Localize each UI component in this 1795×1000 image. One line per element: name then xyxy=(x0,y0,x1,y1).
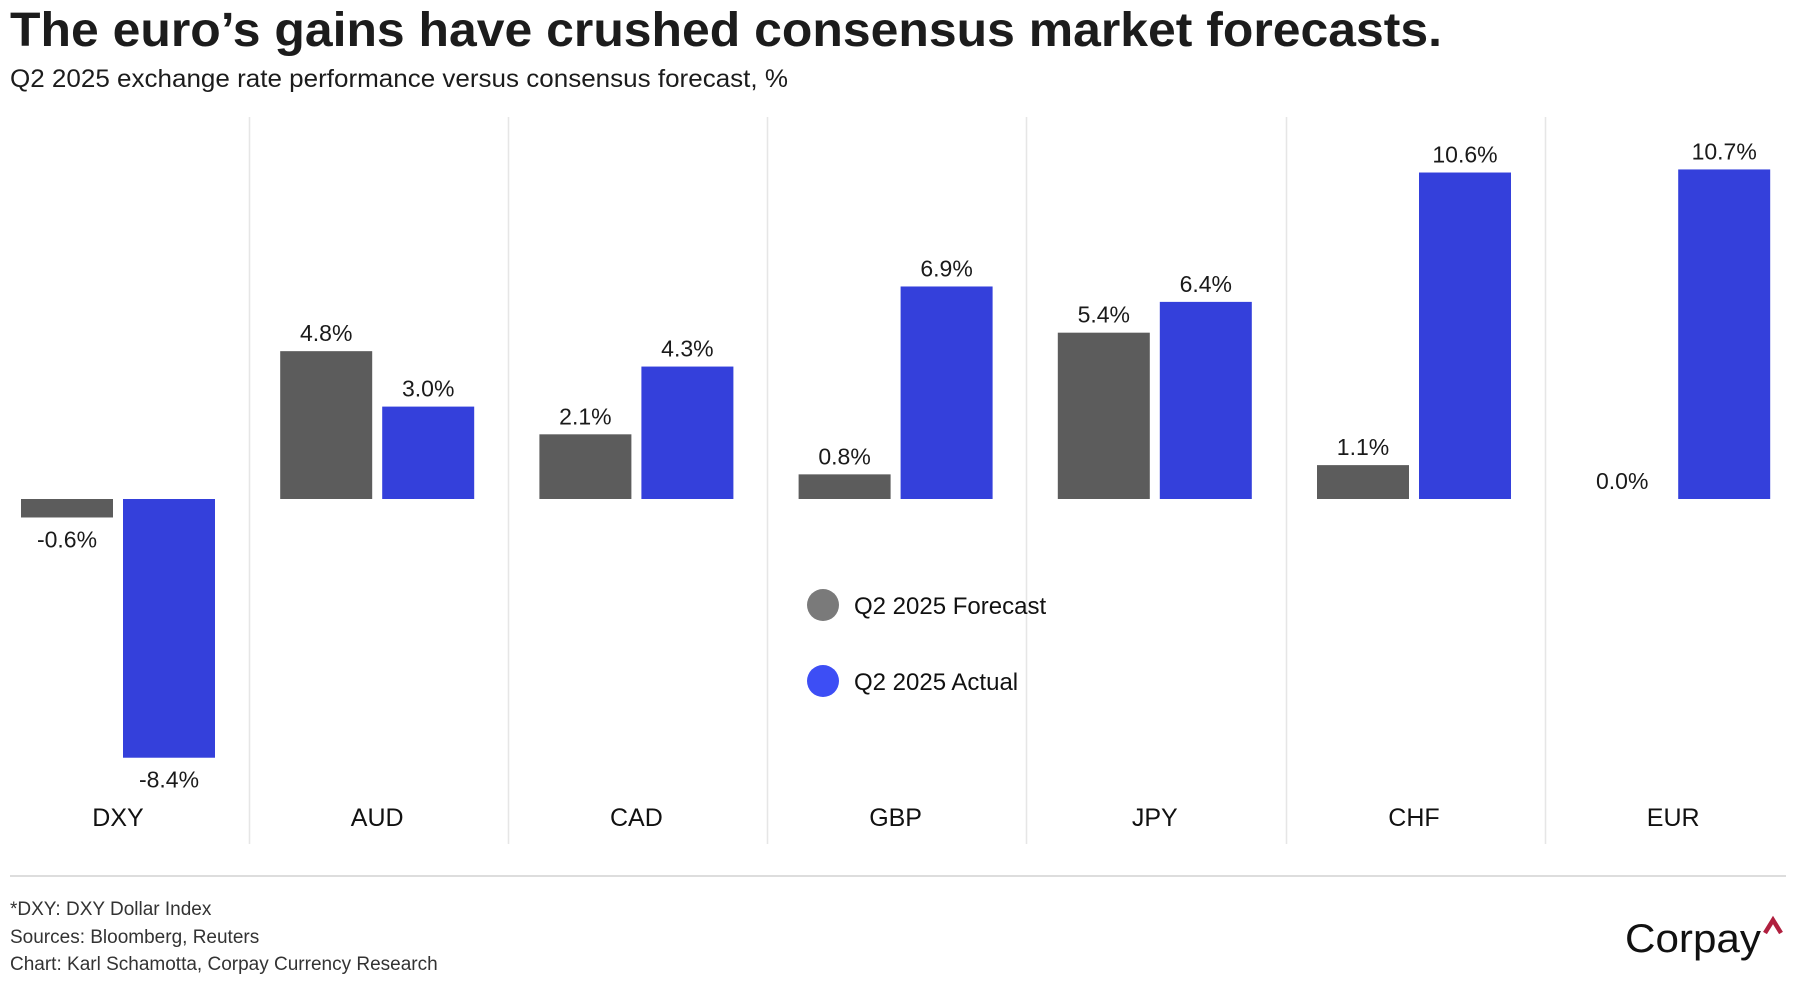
value-label-actual-chf: 10.6% xyxy=(1432,142,1497,168)
bar-forecast-gbp xyxy=(798,474,891,499)
bar-actual-aud xyxy=(382,406,475,499)
bar-actual-dxy xyxy=(123,499,215,758)
footnote-dxy: *DXY: DXY Dollar Index xyxy=(10,899,212,920)
footnote-sources: Sources: Bloomberg, Reuters xyxy=(10,927,259,948)
bar-forecast-chf xyxy=(1317,465,1409,499)
value-label-actual-dxy: -8.4% xyxy=(139,767,199,793)
value-label-forecast-gbp: 0.8% xyxy=(818,443,870,469)
value-labels: -0.6% -8.4% 4.8% 3.0% 2.1% 4.3% 0.8% 6.9% 5.4% 6.… xyxy=(37,138,1757,792)
value-label-actual-eur: 10.7% xyxy=(1692,138,1757,164)
value-label-actual-cad: 4.3% xyxy=(661,336,713,362)
legend: Q2 2025 Forecast Q2 2025 Actual xyxy=(807,589,1046,697)
value-label-actual-aud: 3.0% xyxy=(402,376,454,402)
bar-forecast-aud xyxy=(280,351,373,499)
legend-label-actual: Q2 2025 Actual xyxy=(854,669,1018,696)
value-label-actual-jpy: 6.4% xyxy=(1180,271,1232,297)
legend-marker-actual xyxy=(807,665,839,697)
logo-caret-icon xyxy=(1763,915,1783,935)
corpay-logo: Corpay xyxy=(1625,915,1783,961)
bars xyxy=(21,169,1771,758)
value-label-actual-gbp: 6.9% xyxy=(920,255,972,281)
value-label-forecast-chf: 1.1% xyxy=(1337,434,1389,460)
bar-forecast-dxy xyxy=(21,499,113,518)
value-label-forecast-cad: 2.1% xyxy=(559,403,611,429)
bar-actual-eur xyxy=(1678,169,1771,499)
chart-subtitle: Q2 2025 exchange rate performance versus… xyxy=(10,65,788,93)
category-label-dxy: DXY xyxy=(92,804,144,832)
category-label-chf: CHF xyxy=(1388,804,1439,832)
value-label-forecast-aud: 4.8% xyxy=(300,320,352,346)
bar-actual-gbp xyxy=(900,286,993,499)
value-label-forecast-dxy: -0.6% xyxy=(37,526,97,552)
bar-actual-chf xyxy=(1419,172,1511,499)
category-separators xyxy=(248,117,1547,844)
logo-text: Corpay xyxy=(1625,917,1761,961)
legend-label-forecast: Q2 2025 Forecast xyxy=(854,593,1046,620)
bar-forecast-jpy xyxy=(1057,332,1150,499)
bar-actual-cad xyxy=(641,366,734,499)
value-label-forecast-jpy: 5.4% xyxy=(1078,302,1130,328)
value-label-forecast-eur: 0.0% xyxy=(1596,468,1648,494)
category-label-eur: EUR xyxy=(1647,804,1700,832)
bar-forecast-cad xyxy=(539,434,632,499)
category-label-gbp: GBP xyxy=(869,804,922,832)
category-label-jpy: JPY xyxy=(1132,804,1178,832)
footnote-credit: Chart: Karl Schamotta, Corpay Currency R… xyxy=(10,954,438,975)
legend-marker-forecast xyxy=(807,589,839,621)
chart-title: The euro’s gains have crushed consensus … xyxy=(10,4,1442,57)
bar-actual-jpy xyxy=(1159,301,1252,499)
category-label-cad: CAD xyxy=(610,804,663,832)
category-label-aud: AUD xyxy=(351,804,404,832)
category-labels: DXY AUD CAD GBP JPY CHF EUR xyxy=(92,804,1699,832)
